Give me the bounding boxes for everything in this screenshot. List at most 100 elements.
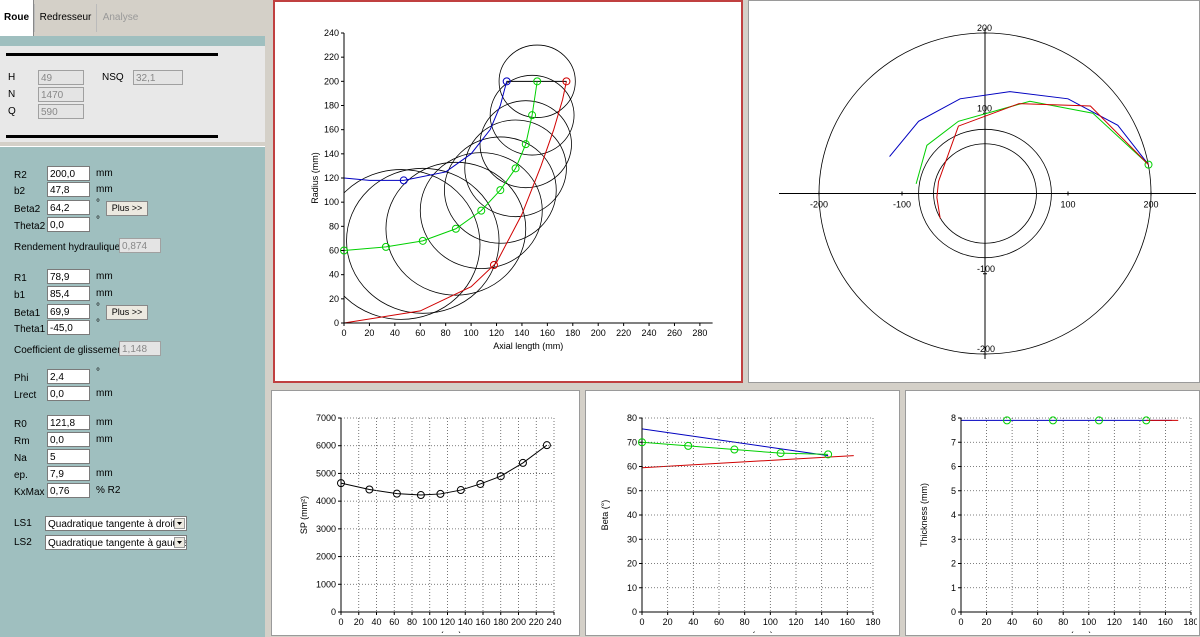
param-input[interactable]: 1,148 [119,341,161,356]
tab[interactable]: Analyse [96,4,144,32]
y-tick-label: 10 [627,583,637,593]
select-arrow[interactable] [174,518,185,529]
marker [1144,160,1153,169]
chart: 0 20 40 60 80 100 120 140 160 180 200 220 240 0 1000 20… [299,413,562,633]
select[interactable]: Quadratique tangente à droite [45,516,187,531]
param-unit: mm [96,184,113,195]
param-input[interactable]: 0,76 [47,483,90,498]
y-tick-label: 6000 [316,441,336,451]
param-unit: ° [96,367,100,378]
marker [392,489,401,498]
param-input[interactable]: 0,874 [119,238,161,253]
x-tick-label: 20 [354,617,364,627]
tab[interactable]: Roue [0,0,34,36]
y-tick-label: 0 [331,607,336,617]
construction-circle [444,136,557,244]
param-input[interactable]: 85,4 [47,286,90,301]
param-unit: ° [96,198,100,209]
marker [496,186,505,195]
select-label: LS2 [14,537,32,548]
marker [1142,416,1151,425]
marker [511,164,520,173]
y-tick-label: 4000 [316,496,336,506]
param-input[interactable]: 49 [38,70,84,85]
y-tick-label: 0 [334,318,339,328]
param-label: H [8,72,16,83]
y-tick-label: 40 [627,510,637,520]
marker [518,458,527,467]
construction-circle [344,169,481,320]
chart-panel: 0 20 40 60 80 100 120 140 160 180 0 10 20 30 40 50 60 70 8… [585,390,900,636]
marker [381,242,390,251]
y-tick-label: 240 [324,28,339,38]
param-input[interactable]: 0,0 [47,432,90,447]
y-tick-label: 80 [329,221,339,231]
arrow-icon [177,522,182,525]
x-tick-label: 20 [663,617,673,627]
x-tick-label: 140 [514,328,529,338]
param-unit: mm [96,271,113,282]
param-label: ep. [14,470,28,481]
param-label: Beta1 [14,308,41,319]
y-axis-label: Thickness (mm) [919,483,929,547]
construction-circle [933,143,1037,244]
param-input[interactable]: -45,0 [47,320,90,335]
tab[interactable]: Redresseur [34,4,96,32]
construction-circle [385,161,527,296]
param-label: Beta2 [14,204,41,215]
plus-button[interactable]: Plus >> [106,305,148,320]
curve [642,441,829,455]
param-input[interactable]: 590 [38,104,84,119]
x-tick-label: 120 [489,328,504,338]
x-tick-label: 60 [1033,617,1043,627]
y-tick-label: 100 [977,103,992,113]
chart: 0 20 40 60 80 100 120 140 160 180 200 220 240 260 280 0… [310,28,713,351]
x-tick-label: 160 [475,617,490,627]
y-tick-label: 7 [951,437,956,447]
y-tick-label: 20 [627,559,637,569]
y-tick-label: 3 [951,534,956,544]
y-tick-label: 5 [951,486,956,496]
param-input[interactable]: 7,9 [47,466,90,481]
construction-circle [489,74,575,156]
x-tick-label: 60 [714,617,724,627]
param-input[interactable]: 2,4 [47,369,90,384]
param-input[interactable]: 0,0 [47,386,90,401]
plus-button[interactable]: Plus >> [106,201,148,216]
param-input[interactable]: 78,9 [47,269,90,284]
param-input[interactable]: 5 [47,449,90,464]
y-tick-label: 50 [627,486,637,496]
param-label: R1 [14,273,27,284]
separator [6,135,218,138]
x-tick-label: 140 [814,617,829,627]
marker [451,224,460,233]
x-tick-label: 160 [540,328,555,338]
x-axis-label: s (mm) [434,630,462,633]
x-tick-label: 40 [688,617,698,627]
marker [730,445,739,454]
param-label: N [8,89,16,100]
marker [337,479,345,488]
param-input[interactable]: 0,0 [47,217,90,232]
marker [542,441,551,450]
x-tick-label: 100 [1060,200,1075,210]
param-label: Q [8,106,16,117]
x-axis-label: Axial length (mm) [493,341,563,351]
curve [344,81,508,181]
param-label: Phi [14,373,29,384]
construction-circle [464,119,567,218]
arrow-icon [177,541,182,544]
x-tick-label: 180 [565,328,580,338]
param-input[interactable]: 121,8 [47,415,90,430]
curve [344,81,567,323]
select-arrow[interactable] [174,537,185,548]
param-input[interactable]: 200,0 [47,166,90,181]
param-input[interactable]: 32,1 [133,70,183,85]
tab-bar [0,0,268,36]
param-input[interactable]: 1470 [38,87,84,102]
param-input[interactable]: 47,8 [47,182,90,197]
param-input[interactable]: 64,2 [47,200,90,215]
param-input[interactable]: 69,9 [47,304,90,319]
x-tick-label: 240 [546,617,561,627]
select[interactable]: Quadratique tangente à gauche [45,535,187,550]
